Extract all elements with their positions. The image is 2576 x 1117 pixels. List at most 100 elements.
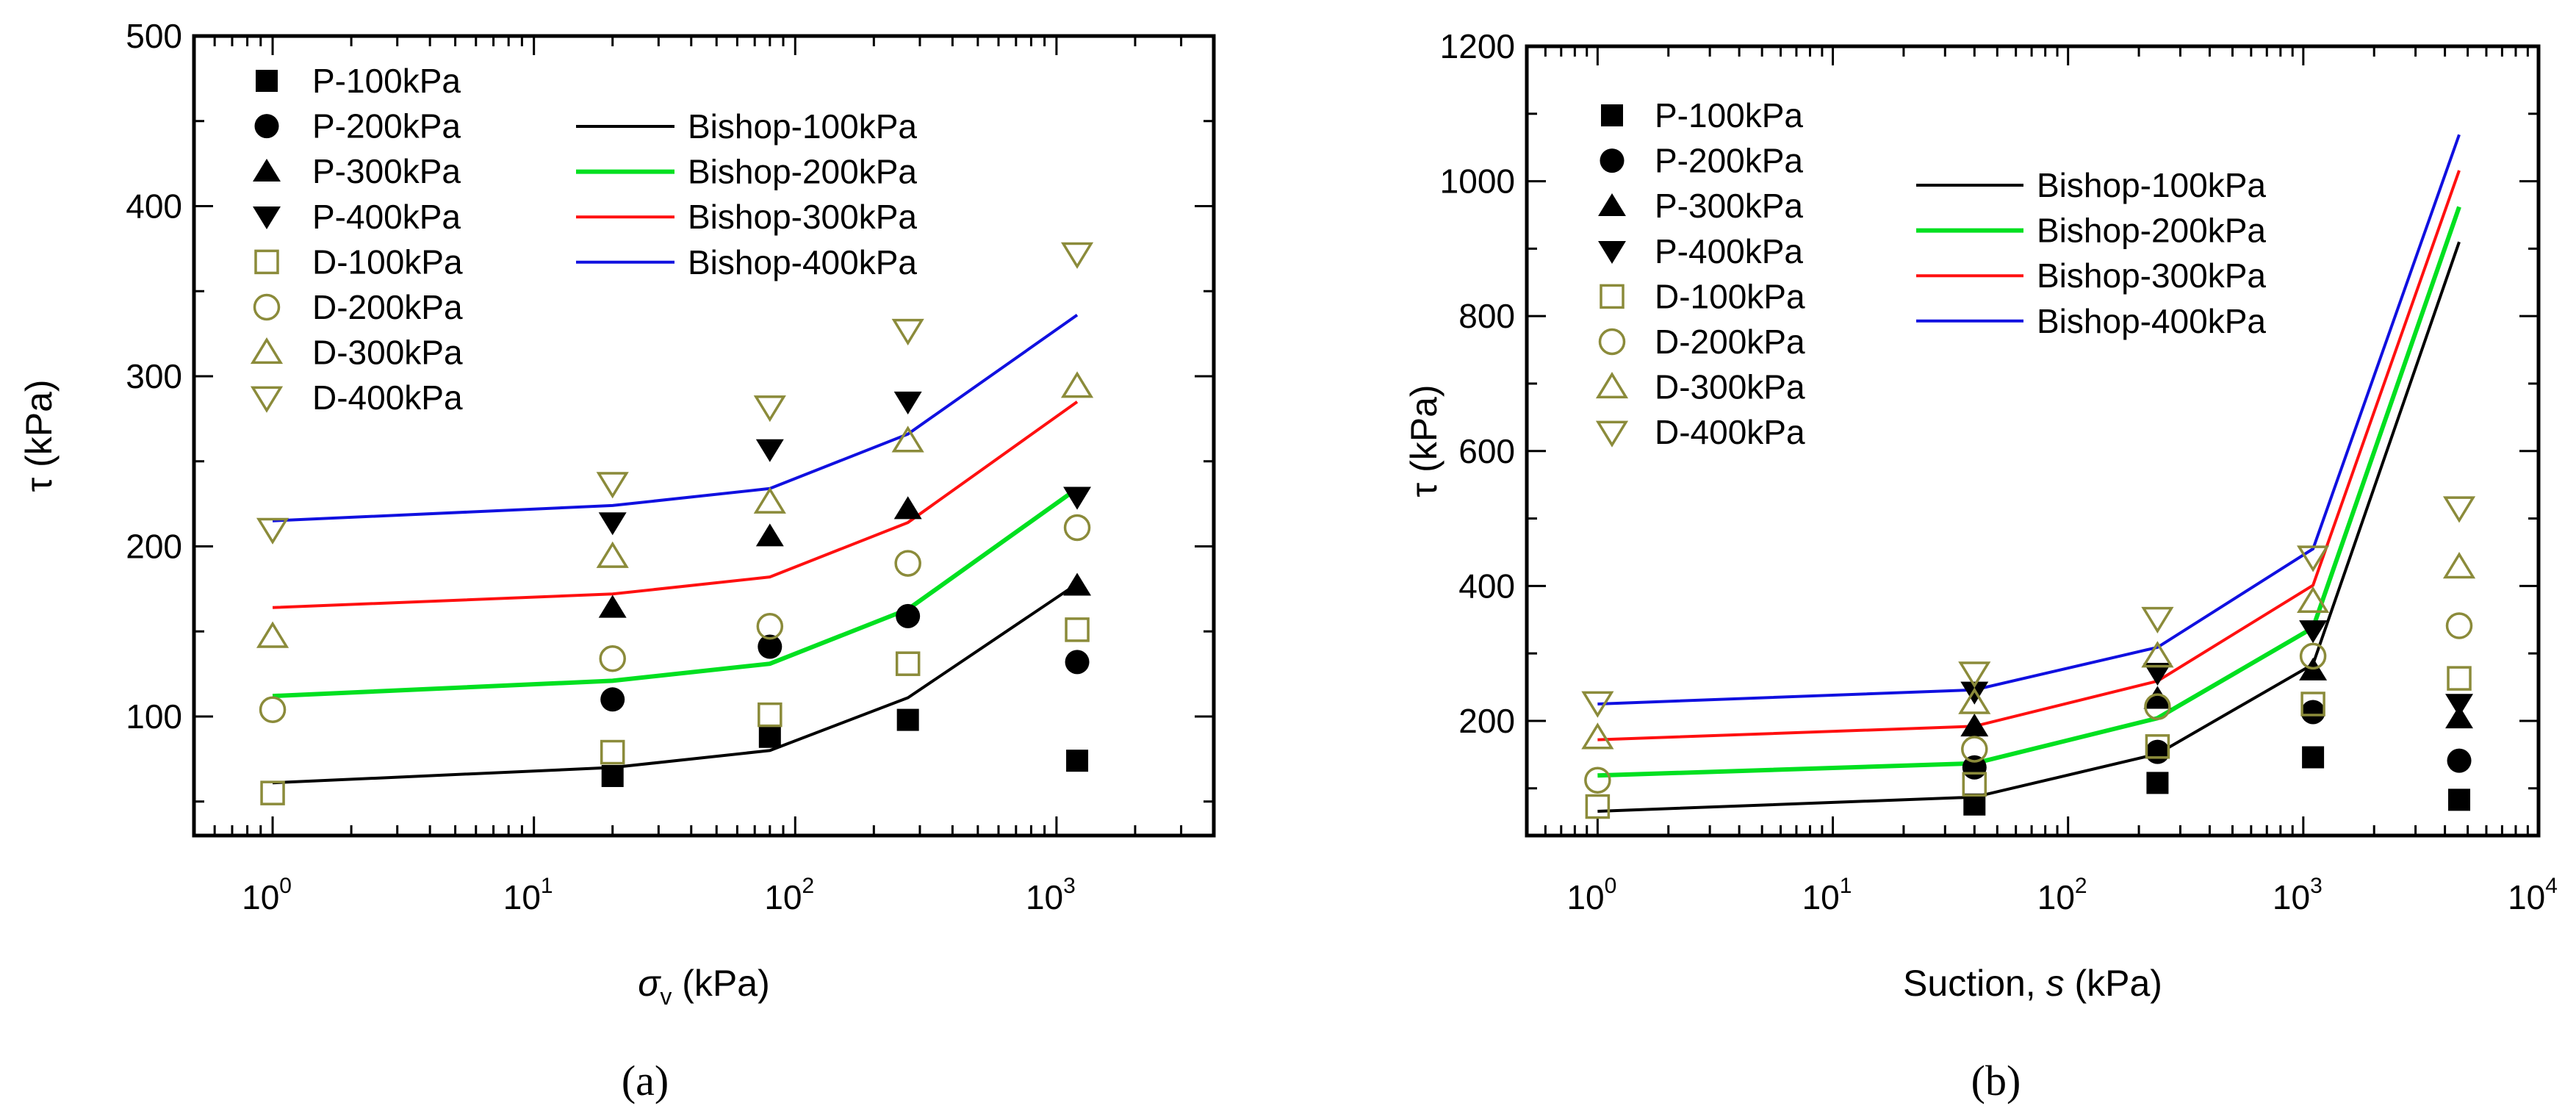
data-point-p-100kpa: [758, 725, 781, 748]
legend-marker: [250, 337, 284, 364]
y-tick-label: 1200: [1440, 27, 1515, 65]
y-tick-label: 200: [1458, 702, 1515, 740]
legend-label: D-400kPa: [1655, 413, 1805, 451]
data-point-d-400kpa: [2442, 496, 2476, 523]
data-point-p-200kpa: [2145, 739, 2170, 764]
y-tick-label: 1000: [1440, 162, 1515, 201]
data-point-p-100kpa: [1963, 793, 1986, 816]
data-point-d-200kpa: [2144, 693, 2171, 720]
data-point-d-200kpa: [894, 550, 921, 577]
data-point-p-200kpa: [1065, 650, 1090, 675]
legend-label: D-100kPa: [1655, 277, 1805, 315]
legend-marker: [1598, 193, 1626, 216]
data-point-p-300kpa: [755, 523, 784, 547]
x-tick-label: 103: [1026, 874, 1076, 916]
legend-marker: [1595, 371, 1629, 399]
legend-marker: [1595, 420, 1629, 448]
legend-label: Bishop-300kPa: [688, 198, 917, 236]
legend-label: P-300kPa: [1655, 187, 1803, 225]
data-point-p-200kpa: [758, 634, 782, 659]
legend-marker: [1598, 241, 1626, 265]
data-point-p-100kpa: [2448, 789, 2471, 811]
y-tick-label: 200: [126, 527, 182, 565]
data-point-d-300kpa: [596, 541, 629, 568]
legend-label: P-400kPa: [312, 198, 461, 236]
x-tick-label: 104: [2508, 874, 2558, 916]
data-point-p-100kpa: [2302, 746, 2325, 769]
data-point-d-100kpa: [600, 739, 625, 765]
legend-label: Bishop-400kPa: [688, 243, 917, 281]
data-point-d-300kpa: [256, 621, 289, 648]
data-point-p-100kpa: [896, 708, 919, 731]
data-point-p-300kpa: [1063, 572, 1092, 596]
data-point-p-300kpa: [1960, 714, 1989, 737]
data-point-d-200kpa: [1961, 736, 1988, 763]
data-point-d-200kpa: [1584, 766, 1611, 794]
series-line-bishop-200kpa: [272, 486, 1079, 699]
data-point-p-200kpa: [896, 603, 921, 628]
legend-label: Bishop-100kPa: [688, 107, 917, 146]
x-tick-label: 103: [2273, 874, 2323, 916]
data-point-p-300kpa: [2143, 686, 2172, 709]
data-point-d-100kpa: [1962, 772, 1987, 797]
x-tick-label: 102: [2037, 874, 2087, 916]
x-tick-label: 100: [242, 874, 292, 916]
legend-marker: [256, 70, 278, 92]
data-point-d-200kpa: [1063, 514, 1091, 542]
data-point-d-400kpa: [1958, 661, 1991, 689]
data-point-p-400kpa: [2143, 662, 2172, 686]
legend-label: P-200kPa: [1655, 142, 1803, 180]
data-point-p-400kpa: [755, 439, 784, 462]
data-point-d-100kpa: [1585, 794, 1611, 819]
data-point-d-200kpa: [2445, 612, 2473, 639]
legend-label: Bishop-400kPa: [2037, 302, 2266, 340]
legend-marker: [1601, 104, 1623, 126]
data-point-p-400kpa: [1960, 681, 1989, 705]
data-point-d-200kpa: [756, 613, 784, 640]
legend-label: Bishop-300kPa: [2037, 256, 2266, 295]
y-tick-label: 100: [126, 697, 182, 736]
legend-label: D-200kPa: [312, 288, 463, 326]
y-tick-label: 500: [126, 17, 182, 55]
y-tick-label: 600: [1458, 432, 1515, 470]
data-point-d-300kpa: [891, 425, 924, 453]
data-point-d-100kpa: [2145, 734, 2170, 759]
legend-marker: [253, 206, 281, 230]
data-point-p-400kpa: [598, 512, 627, 536]
x-tick-label: 101: [1802, 874, 1852, 916]
data-point-d-400kpa: [1581, 691, 1614, 718]
data-point-p-300kpa: [2445, 705, 2474, 729]
data-point-d-200kpa: [259, 696, 287, 723]
data-point-d-200kpa: [2299, 642, 2327, 670]
data-point-p-300kpa: [893, 496, 922, 520]
legend-label: Bishop-200kPa: [688, 153, 917, 191]
chart-a: 100 101 102 103 100 200 300 400 500 τ (kPa) σv (kP…: [18, 17, 1216, 1105]
series-line-bishop-100kpa: [272, 582, 1079, 785]
caption: (b): [1971, 1057, 2021, 1105]
legend-marker: [1600, 148, 1625, 173]
legend-marker: [1598, 328, 1626, 356]
x-tick-label: 100: [1566, 874, 1616, 916]
data-point-d-100kpa: [2300, 692, 2325, 716]
legend-label: D-100kPa: [312, 243, 463, 281]
data-point-d-300kpa: [2442, 552, 2476, 579]
data-point-d-400kpa: [891, 318, 924, 346]
legend-marker: [1600, 284, 1625, 309]
data-point-d-100kpa: [895, 651, 921, 676]
legend-label: P-100kPa: [312, 62, 461, 100]
x-tick-label: 102: [764, 874, 814, 916]
x-axis-title: Suction, s (kPa): [1903, 963, 2162, 1004]
x-axis-title: σv (kPa): [638, 963, 770, 1010]
legend-label: D-400kPa: [312, 378, 463, 417]
data-point-p-200kpa: [2300, 700, 2325, 725]
data-point-p-100kpa: [2146, 772, 2169, 794]
data-point-p-100kpa: [1066, 750, 1089, 772]
legend-marker: [253, 158, 281, 182]
legend-label: P-100kPa: [1655, 96, 1803, 134]
data-point-d-100kpa: [2447, 666, 2472, 691]
data-point-p-200kpa: [600, 687, 625, 712]
y-tick-label: 800: [1458, 297, 1515, 335]
data-point-p-400kpa: [2299, 620, 2328, 644]
legend-label: Bishop-100kPa: [2037, 166, 2266, 204]
legend-marker: [254, 114, 279, 139]
